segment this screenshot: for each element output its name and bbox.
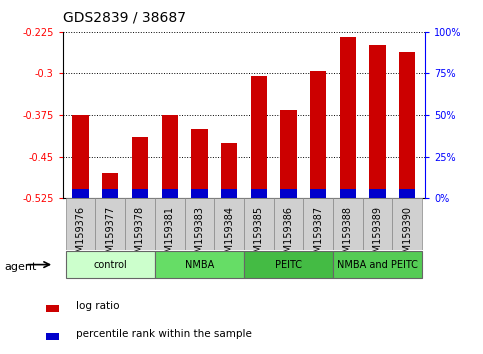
FancyBboxPatch shape	[66, 198, 96, 250]
FancyBboxPatch shape	[185, 198, 214, 250]
Text: GSM159388: GSM159388	[343, 206, 353, 265]
Bar	[161, 115, 178, 198]
Bar	[221, 143, 237, 198]
FancyBboxPatch shape	[392, 198, 422, 250]
Text: GSM159385: GSM159385	[254, 206, 264, 265]
Bar	[340, 189, 356, 198]
Bar	[132, 189, 148, 198]
FancyBboxPatch shape	[244, 198, 273, 250]
FancyBboxPatch shape	[125, 198, 155, 250]
Bar	[72, 115, 89, 198]
Bar	[46, 305, 59, 312]
FancyBboxPatch shape	[214, 198, 244, 250]
FancyBboxPatch shape	[363, 198, 392, 250]
Text: PEITC: PEITC	[275, 259, 302, 270]
Text: GSM159383: GSM159383	[194, 206, 204, 265]
Bar	[310, 71, 327, 198]
Text: GSM159389: GSM159389	[372, 206, 383, 265]
Text: GSM159384: GSM159384	[224, 206, 234, 265]
Bar	[221, 189, 237, 198]
Bar	[399, 189, 415, 198]
Bar	[340, 38, 356, 198]
Bar	[251, 76, 267, 198]
FancyBboxPatch shape	[155, 198, 185, 250]
Bar	[191, 129, 208, 198]
FancyBboxPatch shape	[244, 251, 333, 278]
Text: GSM159387: GSM159387	[313, 206, 323, 265]
Bar	[102, 189, 118, 198]
Text: GSM159390: GSM159390	[402, 206, 412, 265]
Text: agent: agent	[5, 262, 37, 272]
Bar	[369, 189, 386, 198]
Text: control: control	[93, 259, 127, 270]
Bar	[399, 52, 415, 198]
Bar	[161, 189, 178, 198]
Text: NMBA: NMBA	[185, 259, 214, 270]
FancyBboxPatch shape	[273, 198, 303, 250]
Bar	[72, 189, 89, 198]
Bar	[280, 189, 297, 198]
FancyBboxPatch shape	[333, 251, 422, 278]
Text: GSM159381: GSM159381	[165, 206, 175, 265]
FancyBboxPatch shape	[303, 198, 333, 250]
Text: NMBA and PEITC: NMBA and PEITC	[337, 259, 418, 270]
Text: GSM159377: GSM159377	[105, 206, 115, 265]
Bar	[191, 189, 208, 198]
Text: GSM159376: GSM159376	[76, 206, 85, 265]
FancyBboxPatch shape	[155, 251, 244, 278]
Bar	[132, 137, 148, 198]
FancyBboxPatch shape	[66, 251, 155, 278]
Bar	[102, 173, 118, 198]
FancyBboxPatch shape	[333, 198, 363, 250]
Text: percentile rank within the sample: percentile rank within the sample	[76, 329, 252, 339]
Text: GSM159386: GSM159386	[284, 206, 294, 265]
Text: GSM159378: GSM159378	[135, 206, 145, 265]
Text: GDS2839 / 38687: GDS2839 / 38687	[63, 11, 186, 25]
Bar	[251, 189, 267, 198]
Bar	[46, 333, 59, 340]
Bar	[369, 45, 386, 198]
Text: log ratio: log ratio	[76, 301, 120, 311]
Bar	[280, 109, 297, 198]
Bar	[310, 189, 327, 198]
FancyBboxPatch shape	[96, 198, 125, 250]
